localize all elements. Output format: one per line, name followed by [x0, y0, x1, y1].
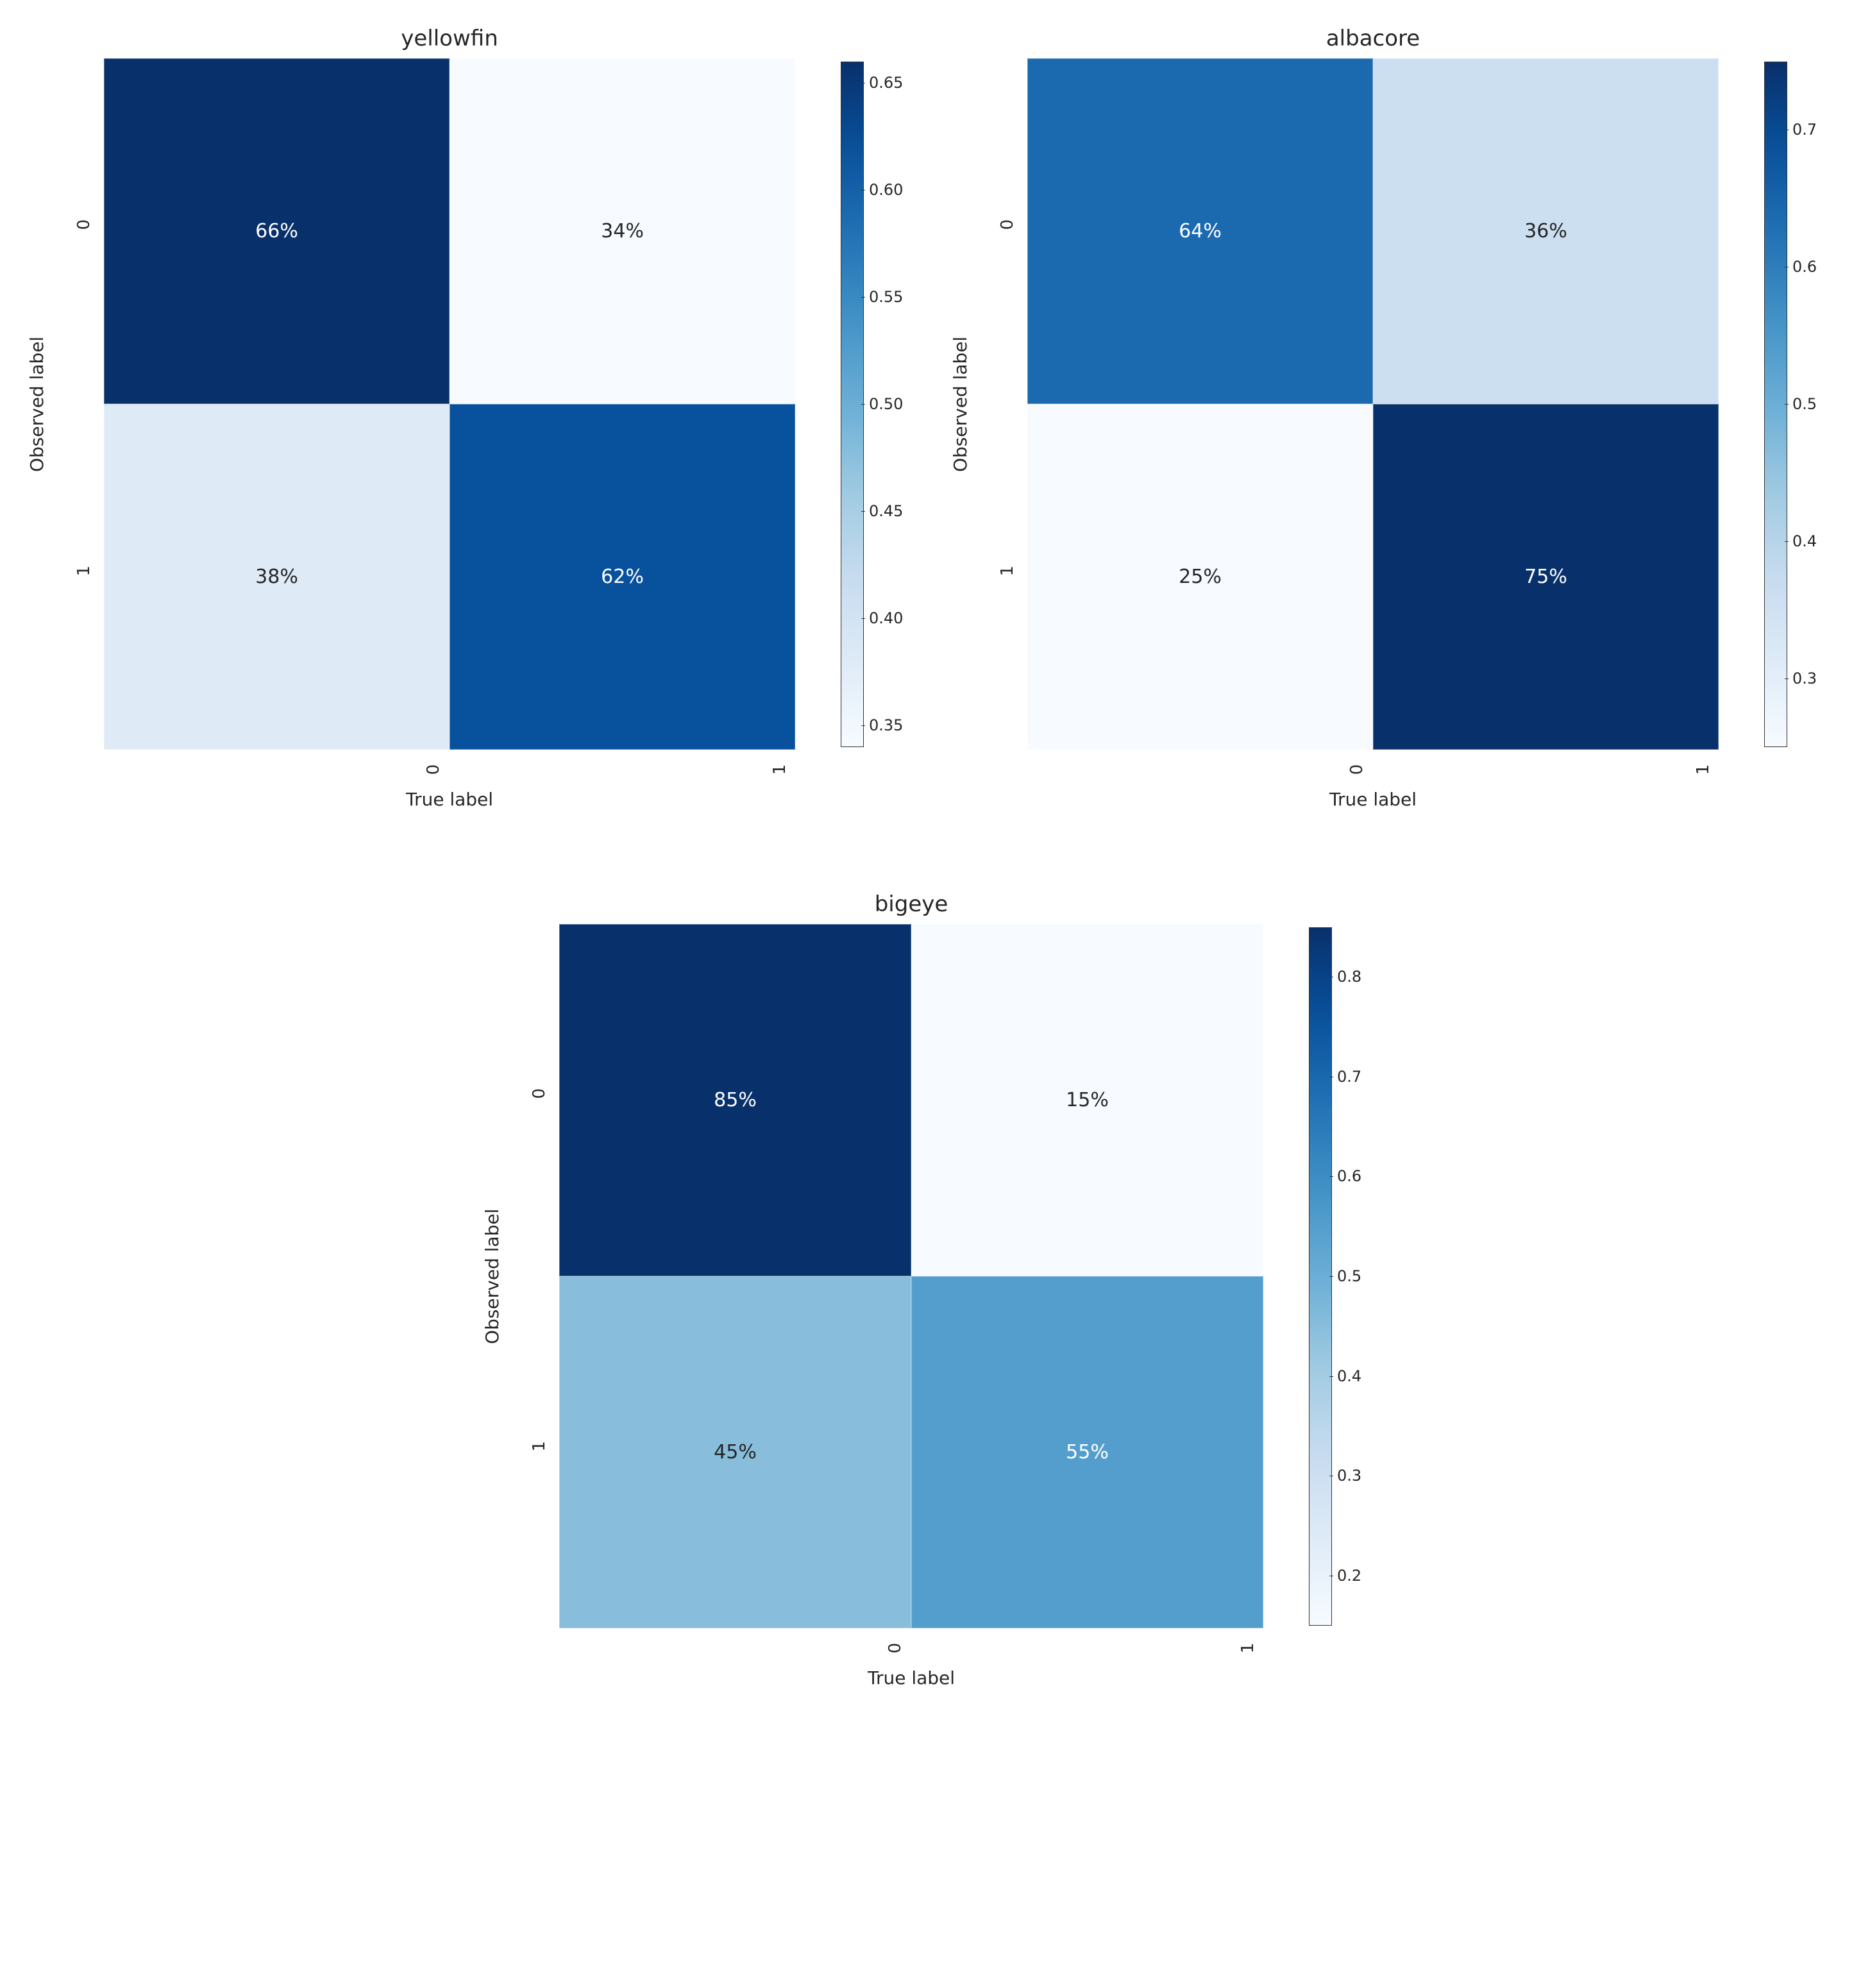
colorbar-tick: 0.35	[869, 716, 903, 734]
heatmap-cell: 36%	[1373, 58, 1719, 404]
x-tick-0: 0	[879, 1308, 918, 1988]
colorbar-tick: 0.50	[869, 395, 903, 413]
colorbar: 0.2 0.3 0.4 0.5 0.6 0.7 0.8	[1309, 923, 1379, 1629]
colorbar-tick: 0.45	[869, 502, 903, 520]
colorbar-ticks: 0.35 0.40 0.45 0.50 0.55 0.60 0.65	[864, 62, 911, 747]
colorbar-tick: 0.5	[1792, 395, 1817, 413]
x-tick-1: 1	[1687, 757, 1726, 782]
x-tick-1: 1	[1232, 1635, 1270, 1661]
colorbar: 0.3 0.4 0.5 0.6 0.7	[1764, 58, 1835, 750]
x-tick-1: 1	[764, 757, 802, 782]
y-tick-0: 0	[834, 212, 1181, 250]
y-axis-label: Observed label	[26, 58, 65, 750]
colorbar-tick: 0.3	[1337, 1467, 1361, 1485]
colorbar-tick: 0.7	[1792, 121, 1817, 139]
colorbar-ticks: 0.2 0.3 0.4 0.5 0.6 0.7 0.8	[1332, 927, 1379, 1626]
chart-title: albacore	[1027, 26, 1719, 58]
heatmap-cell: 75%	[1373, 404, 1719, 750]
colorbar-tick: 0.40	[869, 609, 903, 627]
colorbar-gradient	[1309, 927, 1332, 1626]
colorbar-tick: 0.65	[869, 74, 903, 92]
subplot-albacore: albacore Observed label 0 1 64%36%25%75%…	[950, 26, 1835, 840]
y-axis-label: Observed label	[950, 58, 988, 750]
colorbar-ticks: 0.3 0.4 0.5 0.6 0.7	[1787, 62, 1835, 747]
colorbar: 0.35 0.40 0.45 0.50 0.55 0.60 0.65	[841, 58, 911, 750]
y-tick-0: 0	[363, 1081, 716, 1119]
colorbar-tick: 0.2	[1337, 1567, 1361, 1585]
colorbar-tick: 0.8	[1337, 968, 1361, 986]
colorbar-tick: 0.3	[1792, 670, 1817, 687]
y-tick-1: 1	[363, 1433, 716, 1472]
subplot-yellowfin: yellowfin Observed label 0 1 66%34%38%62…	[26, 26, 911, 840]
chart-title: yellowfin	[103, 26, 796, 58]
colorbar-gradient	[1764, 62, 1787, 747]
colorbar-tick: 0.6	[1792, 258, 1817, 276]
y-tick-0: 0	[0, 212, 257, 250]
y-tick-1: 1	[834, 558, 1181, 596]
y-tick-1: 1	[0, 558, 257, 596]
chart-title: bigeye	[559, 891, 1264, 923]
colorbar-tick: 0.55	[869, 288, 903, 306]
heatmap-cell: 34%	[450, 58, 795, 404]
colorbar-tick: 0.4	[1792, 532, 1817, 550]
y-axis-label: Observed label	[482, 923, 520, 1629]
subplot-bigeye: bigeye Observed label 0 1 85%15%45%55% 0…	[482, 891, 1379, 1719]
colorbar-gradient	[841, 62, 864, 747]
colorbar-tick: 0.7	[1337, 1068, 1361, 1086]
colorbar-tick: 0.6	[1337, 1167, 1361, 1185]
colorbar-tick: 0.4	[1337, 1367, 1361, 1385]
heatmap-cell: 15%	[911, 924, 1263, 1276]
x-tick-0: 0	[417, 436, 456, 1103]
figure: yellowfin Observed label 0 1 66%34%38%62…	[26, 26, 1835, 1719]
colorbar-tick: 0.60	[869, 181, 903, 199]
heatmap-cell: 55%	[911, 1276, 1263, 1628]
heatmap-cell: 62%	[450, 404, 795, 750]
colorbar-tick: 0.5	[1337, 1267, 1361, 1285]
